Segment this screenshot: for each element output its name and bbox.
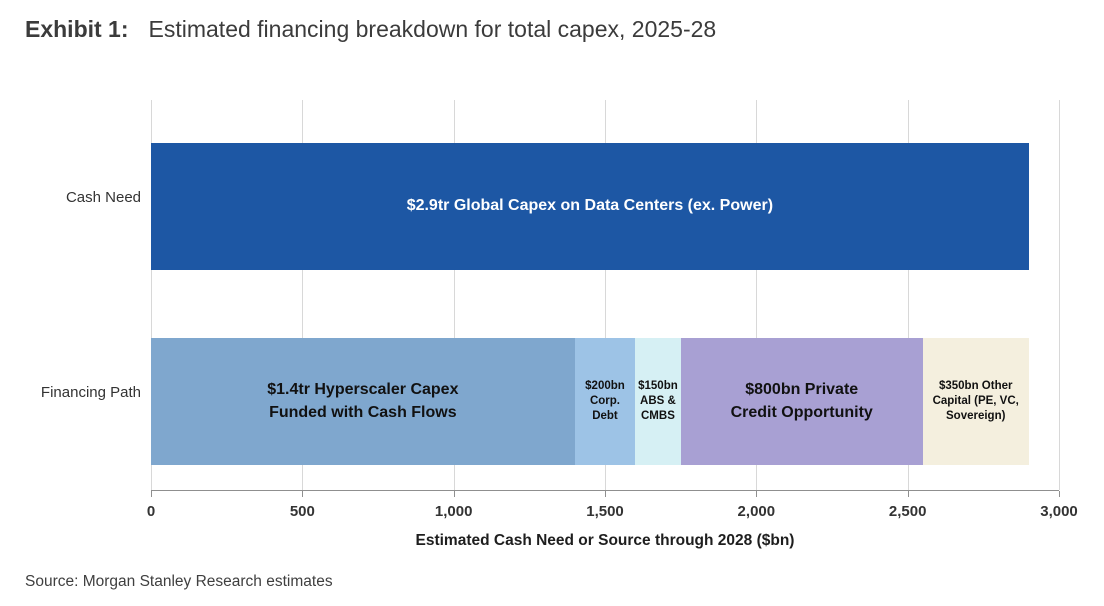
gridline — [453, 100, 455, 490]
axis-tick — [453, 491, 455, 497]
gridline — [605, 100, 606, 490]
x-axis-title: Estimated Cash Need or Source through 20… — [415, 532, 795, 549]
exhibit-title: Estimated financing breakdown for total … — [148, 16, 717, 42]
bar-row: $2.9tr Global Capex on Data Centers (ex.… — [151, 100, 1059, 295]
plot-area: $2.9tr Global Capex on Data Centers (ex.… — [151, 100, 1060, 490]
exhibit-label: Exhibit 1: — [25, 16, 129, 42]
x-axis: 0 500 1,000 1,500 2,000 2,500 3,000 — [147, 490, 1078, 522]
bar-segment: $350bn Other Capital (PE, VC, Sovereign) — [922, 338, 1029, 465]
bar-row: $1.4tr Hyperscaler Capex Funded with Cas… — [151, 295, 1059, 490]
axis-tick — [302, 491, 304, 497]
exhibit-header: Exhibit 1: Estimated financing breakdown … — [25, 16, 716, 43]
bar-segment: $2.9tr Global Capex on Data Centers (ex.… — [151, 143, 1029, 270]
axis-tick-label: 0 — [146, 503, 156, 520]
category-labels: Cash Need Financing Path — [0, 100, 141, 490]
axis-tick — [756, 491, 758, 497]
axis-tick — [151, 491, 152, 497]
axis-tick-label: 1,500 — [586, 503, 624, 520]
axis-tick — [907, 491, 909, 497]
axis-tick — [1059, 491, 1060, 497]
category-label: Cash Need — [65, 189, 141, 206]
bar-segment: $200bn Corp. Debt — [574, 338, 636, 465]
gridline — [907, 100, 909, 490]
axis-tick-label: 1,000 — [434, 503, 473, 520]
axis-tick-label: 2,500 — [888, 503, 927, 520]
axis-tick-label: 500 — [289, 503, 315, 520]
gridline — [1059, 100, 1060, 490]
axis-tick-label: 2,000 — [737, 503, 776, 520]
bar-rows: $2.9tr Global Capex on Data Centers (ex.… — [151, 100, 1059, 490]
bar-segment: $1.4tr Hyperscaler Capex Funded with Cas… — [151, 338, 575, 465]
axis-tick-label: 3,000 — [1040, 503, 1078, 520]
bar-segment: $150bn ABS & CMBS — [635, 338, 681, 465]
bar-segment: $800bn Private Credit Opportunity — [680, 338, 923, 465]
gridline — [151, 100, 152, 490]
axis-tick — [605, 491, 606, 497]
gridline — [302, 100, 304, 490]
gridline — [756, 100, 758, 490]
source-note: Source: Morgan Stanley Research estimate… — [25, 573, 333, 590]
category-label: Financing Path — [40, 384, 141, 401]
